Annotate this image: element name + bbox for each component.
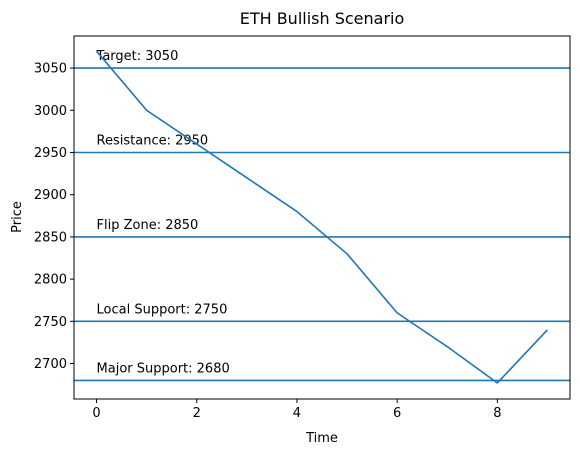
y-tick-label-4: 2900 bbox=[34, 188, 67, 203]
y-tick-label-0: 2700 bbox=[34, 357, 67, 372]
chart-title: ETH Bullish Scenario bbox=[240, 9, 405, 28]
x-axis-label: Time bbox=[305, 431, 338, 446]
y-tick-label-7: 3050 bbox=[34, 62, 67, 77]
series-line-0 bbox=[95, 50, 549, 384]
y-axis-ticks: 2700 2750 2800 2850 2900 2950 3000 3050 bbox=[34, 62, 74, 372]
y-tick-label-3: 2850 bbox=[34, 230, 67, 245]
x-tick-label-4: 8 bbox=[493, 406, 501, 421]
x-tick-label-2: 4 bbox=[293, 406, 301, 421]
y-tick-label-5: 2950 bbox=[34, 146, 67, 161]
series-layer bbox=[95, 50, 549, 384]
y-axis-label: Price bbox=[10, 201, 25, 233]
plot-frame bbox=[73, 35, 571, 400]
x-tick-label-0: 0 bbox=[92, 406, 100, 421]
y-tick-label-6: 3000 bbox=[34, 104, 67, 119]
x-tick-label-3: 6 bbox=[393, 406, 401, 421]
x-tick-label-1: 2 bbox=[193, 406, 201, 421]
hline-label-0: Target: 3050 bbox=[96, 49, 179, 64]
x-axis-ticks: 0 2 4 6 8 bbox=[92, 399, 501, 421]
hline-label-4: Major Support: 2680 bbox=[97, 361, 230, 376]
hline-label-3: Local Support: 2750 bbox=[97, 302, 228, 317]
y-tick-label-2: 2800 bbox=[34, 273, 67, 288]
hline-label-1: Resistance: 2950 bbox=[97, 133, 209, 148]
horizontal-lines: Target: 3050 Resistance: 2950 Flip Zone: 2… bbox=[74, 49, 570, 382]
y-tick-label-1: 2750 bbox=[34, 315, 67, 330]
hline-label-2: Flip Zone: 2850 bbox=[97, 218, 199, 233]
